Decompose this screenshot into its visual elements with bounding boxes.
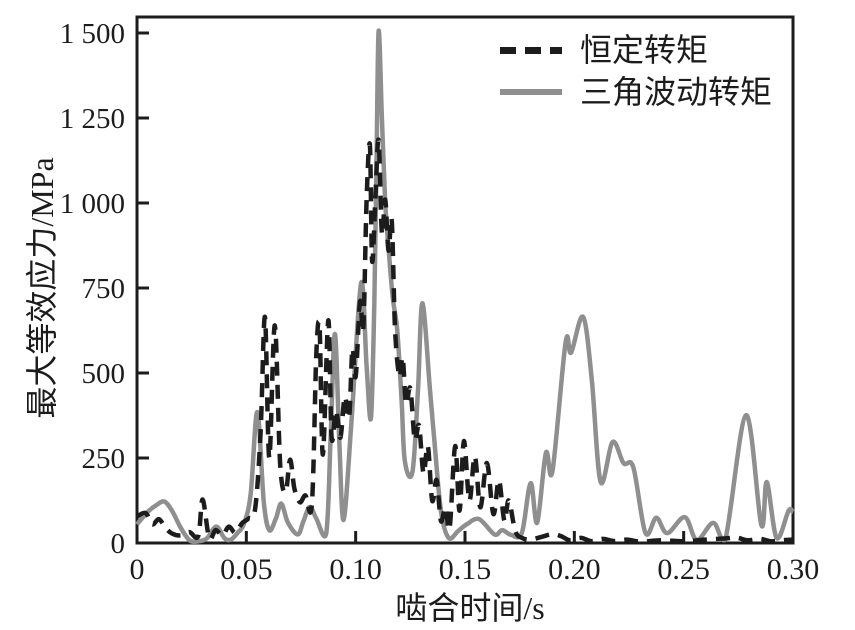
legend-label-constant-torque: 恒定转矩 [580,32,709,68]
y-tick-label: 250 [82,443,126,475]
x-tick-label: 0.05 [220,553,273,586]
y-tick-label: 1 000 [60,188,125,220]
x-tick-label: 0.10 [329,553,382,586]
legend-item-triangular-torque: 三角波动转矩 [500,74,772,110]
dashed-line-sample-icon [500,46,562,54]
legend-label-triangular-torque: 三角波动转矩 [580,74,773,110]
x-tick-label: 0.15 [439,553,492,586]
x-tick-label: 0.30 [767,553,820,586]
solid-line-sample-icon [500,89,562,95]
y-axis-title: 最大等效应力/MPa [24,157,60,419]
y-tick-label: 1 250 [60,103,125,135]
x-tick-label: 0 [130,553,145,586]
legend-item-constant-torque: 恒定转矩 [500,32,772,68]
y-tick-label: 750 [82,273,126,305]
x-axis-title: 啮合时间/s [395,590,545,626]
x-tick-label: 0.20 [548,553,601,586]
y-tick-label: 500 [82,358,126,390]
series-constant-torque [135,137,794,544]
y-tick-label: 0 [111,528,126,560]
y-tick-label: 1 500 [60,18,125,50]
x-tick-label: 0.25 [657,553,710,586]
legend: 恒定转矩 三角波动转矩 [500,32,772,110]
